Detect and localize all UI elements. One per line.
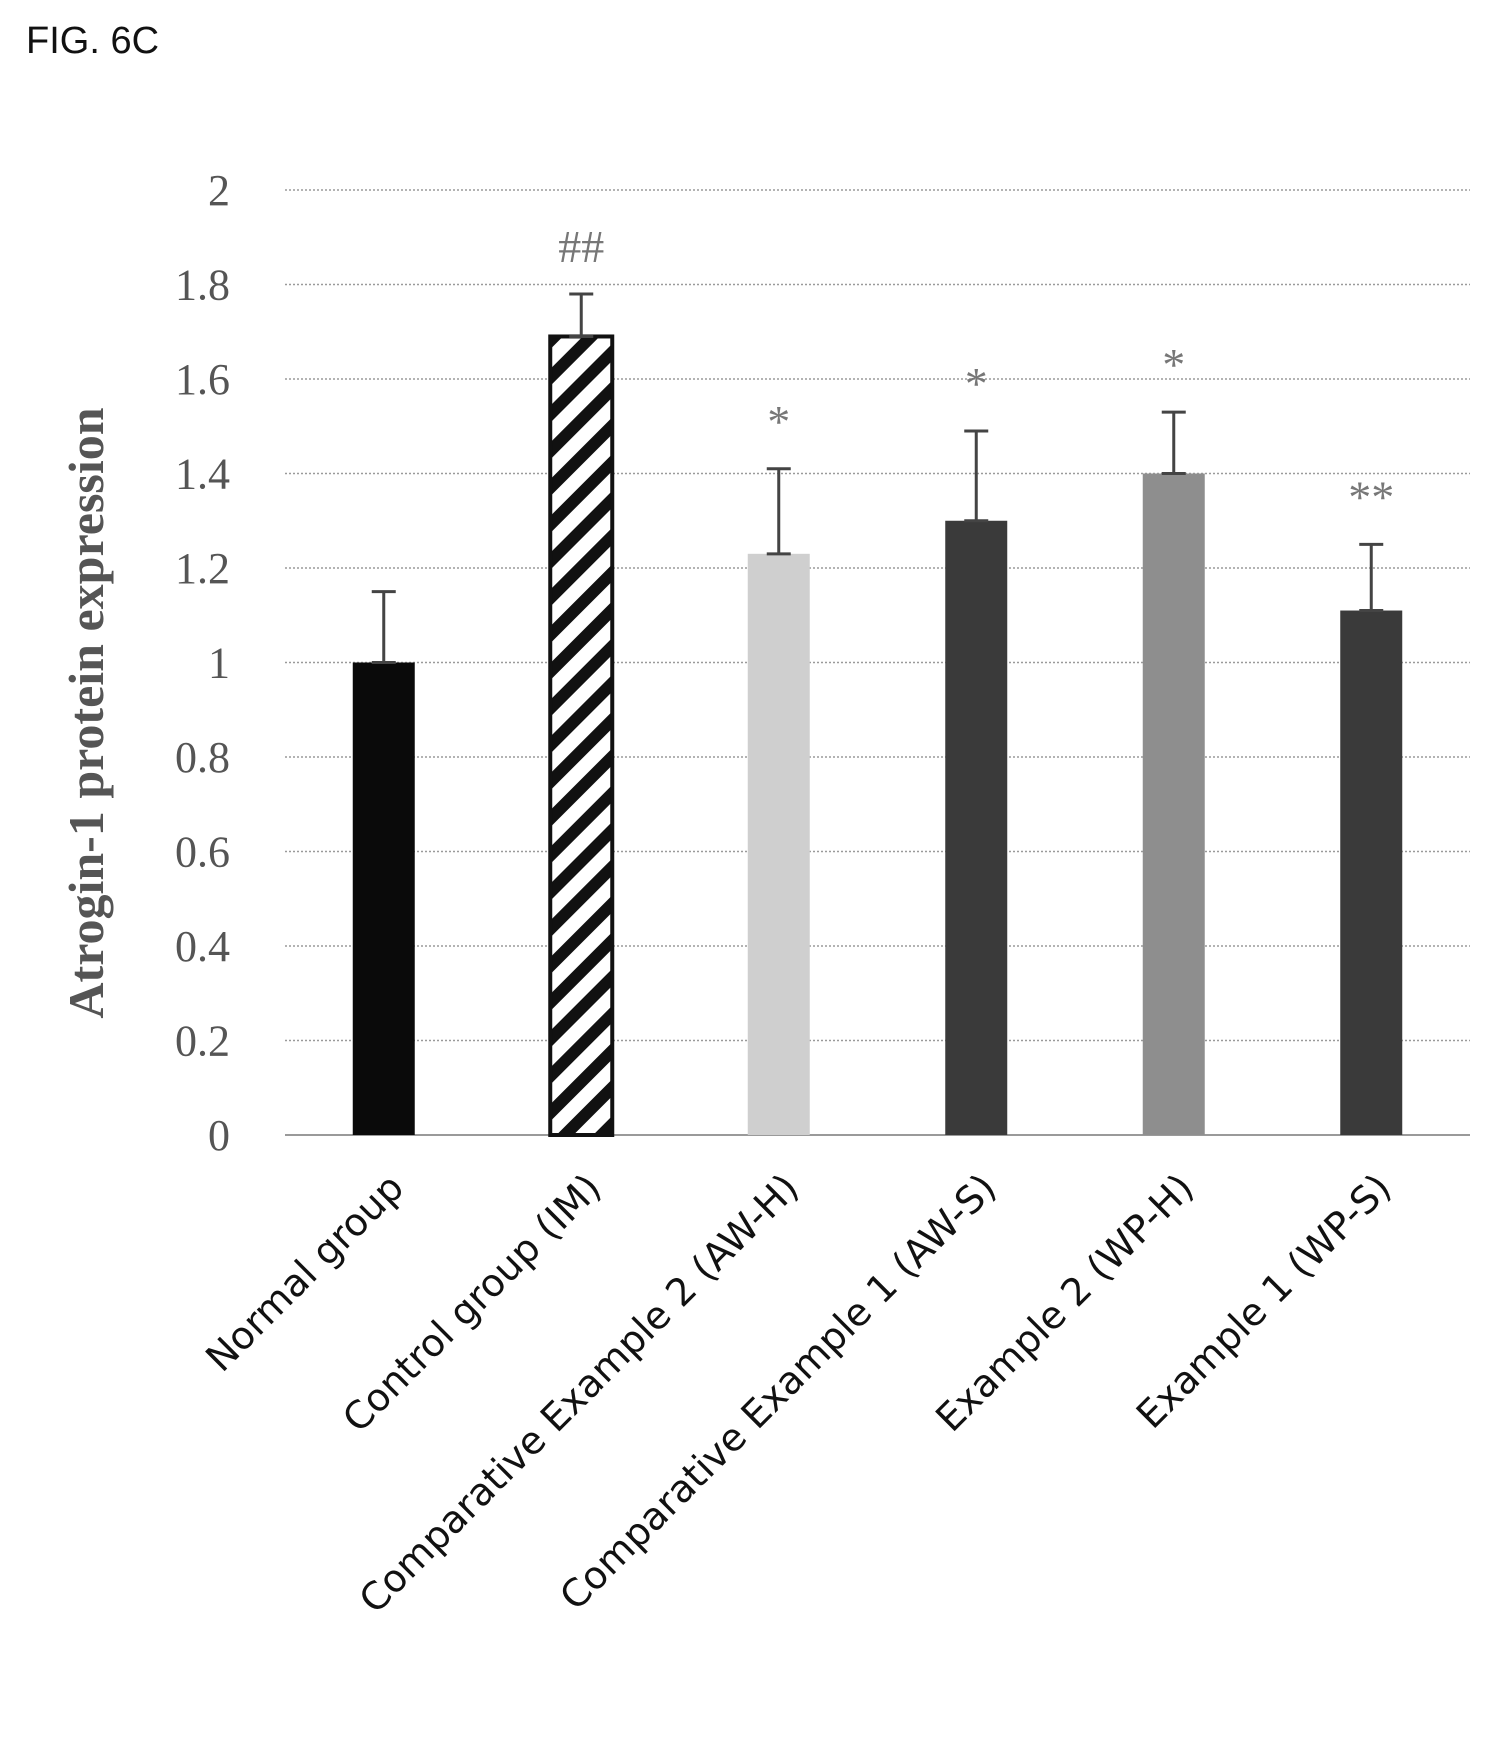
y-tick-label: 1 [208,639,230,688]
y-tick-label: 0.4 [175,922,230,971]
y-tick-label: 1.8 [175,261,230,310]
figure-label: FIG. 6C [26,20,160,62]
y-tick-label: 0.8 [175,733,230,782]
y-tick-label: 0 [208,1111,230,1160]
bar [945,520,1008,1135]
bar [747,553,810,1135]
y-tick-label: 1.4 [175,450,230,499]
bar [352,662,415,1135]
y-tick-label: 1.2 [175,544,230,593]
bars [352,334,1403,1138]
gridlines [285,189,1470,1136]
significance-marker: * [767,396,790,447]
y-tick-label: 0.6 [175,828,230,877]
bar [1142,473,1205,1135]
significance-marker: * [965,358,988,409]
y-tick-label: 1.6 [175,355,230,404]
significance-marker: * [1162,339,1185,390]
x-category-label: Normal group [197,1165,412,1380]
y-axis-label: Atrogin-1 protein expression [58,407,114,1018]
bar [1340,610,1403,1135]
bar [548,334,615,1138]
y-axis-ticks: 0 0.2 0.4 0.6 0.8 1 1.2 1.4 1.6 1.8 2 [175,166,230,1160]
error-bars [371,292,1384,664]
significance-marker: ## [558,221,604,272]
x-category-label: Comparative Example 2 (AW-H) [351,1165,808,1622]
y-tick-label: 0.2 [175,1017,230,1066]
significance-marker: ** [1348,471,1394,522]
x-category-label: Comparative Example 1 (AW-S) [551,1165,1004,1618]
significance-markers: ##** *** [558,221,1394,522]
y-tick-label: 2 [208,166,230,215]
